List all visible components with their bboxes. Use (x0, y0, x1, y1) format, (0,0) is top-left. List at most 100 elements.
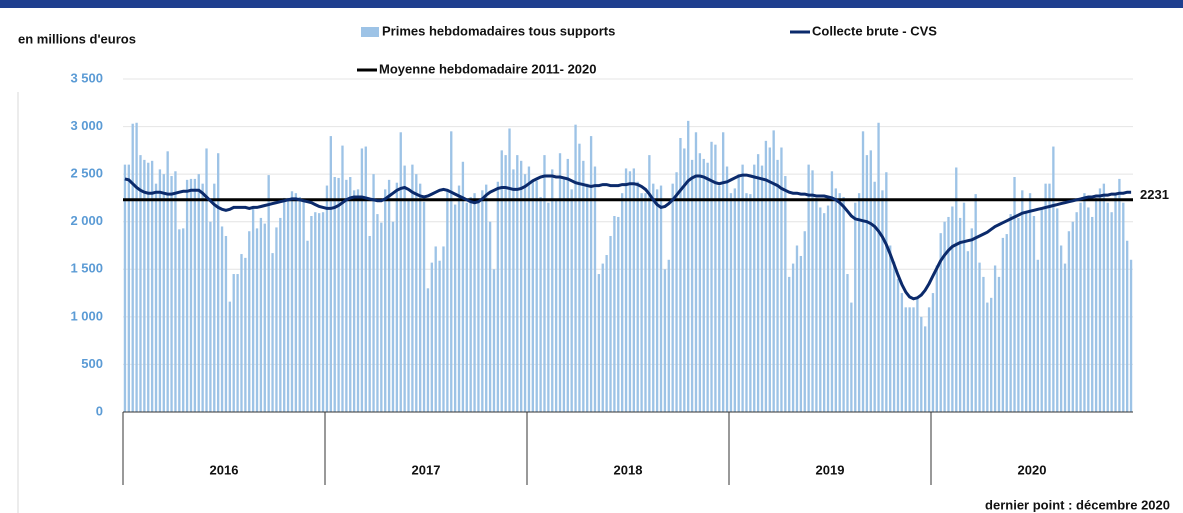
bar (139, 155, 142, 412)
bar (551, 169, 554, 412)
bar (446, 190, 449, 412)
bar (554, 199, 558, 412)
bar (943, 221, 946, 412)
bar (966, 251, 970, 412)
bar (1056, 208, 1059, 412)
bar (753, 164, 756, 412)
bar (1126, 240, 1129, 412)
bar (263, 223, 266, 412)
bar (861, 131, 865, 413)
legend-swatch (361, 27, 379, 37)
bar (601, 263, 604, 412)
bar (1040, 209, 1043, 412)
bar (1075, 212, 1078, 412)
bar (834, 188, 837, 412)
bar (1044, 183, 1047, 412)
bar (892, 261, 896, 412)
bar (838, 193, 841, 412)
bar (885, 172, 888, 412)
bar (294, 193, 298, 412)
bar (259, 217, 263, 412)
bar (772, 130, 775, 412)
bar (799, 255, 803, 412)
bar (1106, 202, 1109, 412)
bar (306, 240, 309, 412)
bar (593, 166, 597, 412)
bar (251, 208, 255, 412)
bar (197, 174, 200, 412)
bar (624, 168, 628, 412)
bar (857, 193, 861, 412)
bar (958, 217, 962, 412)
bar (865, 155, 869, 412)
bar (574, 124, 577, 412)
bar (718, 185, 721, 412)
bar (154, 183, 158, 412)
bar (1048, 183, 1051, 412)
bar (741, 164, 744, 412)
bar (655, 189, 659, 412)
bar (683, 148, 686, 412)
y-tick-label: 2 000 (70, 213, 103, 228)
bar (395, 182, 399, 412)
bar (621, 193, 624, 412)
bar (842, 196, 845, 412)
bar (640, 193, 643, 412)
bar (955, 167, 958, 412)
bar (485, 184, 488, 412)
bar (364, 146, 367, 412)
x-group-label: 2018 (614, 462, 643, 477)
bar (426, 288, 430, 412)
bar (586, 183, 589, 412)
bar (349, 176, 352, 412)
bar (504, 155, 507, 412)
bar (302, 199, 305, 412)
bar (609, 235, 612, 412)
bar (236, 274, 239, 412)
y-tick-label: 3 000 (70, 118, 103, 133)
bar (582, 160, 585, 412)
bar (764, 140, 768, 413)
bar (193, 178, 197, 412)
bar (442, 246, 445, 412)
bar (539, 196, 542, 412)
bar (566, 158, 569, 412)
bar (512, 169, 515, 412)
bar (240, 254, 243, 412)
x-group-label: 2017 (412, 462, 441, 477)
bar (224, 235, 228, 412)
bar (1094, 197, 1098, 412)
bar (562, 176, 566, 412)
bar (523, 174, 527, 412)
y-tick-label: 3 500 (70, 70, 103, 85)
bar (333, 176, 336, 412)
bar (415, 174, 418, 412)
bar (488, 221, 492, 412)
bar (162, 174, 165, 412)
bar (189, 178, 193, 412)
bar (372, 174, 375, 412)
bar (706, 162, 709, 412)
bar (947, 216, 950, 412)
bar (465, 202, 468, 412)
bar (558, 153, 562, 412)
bar (147, 162, 150, 412)
bar (543, 155, 546, 412)
bar (648, 155, 651, 412)
bar (380, 222, 383, 412)
bar (931, 293, 935, 412)
bar (1052, 146, 1055, 412)
reference-label: 2231 (1140, 187, 1169, 202)
legend-label: Primes hebdomadaires tous supports (382, 23, 615, 38)
bar (453, 204, 457, 412)
bar (150, 160, 154, 412)
bar (830, 171, 834, 412)
bar (1114, 193, 1117, 412)
bar (1059, 245, 1063, 412)
bar (461, 161, 465, 412)
bar (702, 158, 705, 412)
bar (1001, 237, 1005, 412)
bar (819, 207, 822, 412)
bar (201, 183, 204, 412)
